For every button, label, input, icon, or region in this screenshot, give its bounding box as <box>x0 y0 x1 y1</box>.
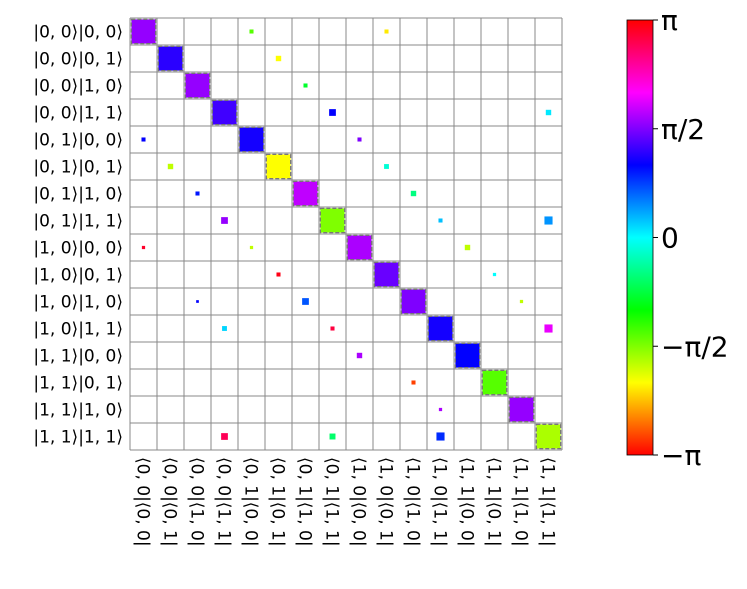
matrix-element <box>438 407 443 412</box>
matrix-element <box>436 432 445 441</box>
column-label: ⟨0, 1|⟨1, 0| <box>295 457 315 547</box>
row-label: |1, 0⟩|0, 1⟩ <box>33 266 123 286</box>
matrix-element <box>384 29 389 34</box>
matrix-element <box>544 216 553 225</box>
matrix-element <box>221 217 228 224</box>
matrix-element <box>211 99 238 126</box>
matrix-element <box>249 245 254 250</box>
matrix-element <box>184 72 211 99</box>
matrix-element <box>265 153 292 180</box>
row-label: |0, 1⟩|1, 1⟩ <box>33 212 123 232</box>
matrix-element <box>275 55 282 62</box>
matrix-element <box>330 326 335 331</box>
matrix-element <box>427 315 454 342</box>
column-label: ⟨1, 0|⟨0, 1| <box>376 457 396 547</box>
matrix-element <box>276 272 281 277</box>
column-label: ⟨0, 0|⟨1, 0| <box>187 457 207 547</box>
row-label: |0, 1⟩|1, 0⟩ <box>33 185 123 205</box>
column-label: ⟨0, 0|⟨0, 1| <box>160 457 180 547</box>
matrix-element <box>167 163 174 170</box>
column-label: ⟨0, 0|⟨1, 1| <box>214 457 234 547</box>
matrix-element <box>196 300 199 303</box>
colorbar-tick-label: −π/2 <box>661 330 729 363</box>
matrix-element <box>302 298 309 305</box>
row-label: |1, 1⟩|1, 1⟩ <box>33 428 123 448</box>
matrix-element <box>303 83 308 88</box>
matrix-element <box>222 326 227 331</box>
matrix-element <box>544 324 553 333</box>
matrix-element <box>535 423 562 450</box>
matrix-element <box>195 191 200 196</box>
row-label: |1, 0⟩|0, 0⟩ <box>33 239 123 259</box>
matrix-element <box>438 218 443 223</box>
column-label: ⟨1, 1|⟨0, 0| <box>457 457 477 547</box>
matrix-element <box>356 352 363 359</box>
row-label: |1, 0⟩|1, 1⟩ <box>33 320 123 340</box>
colorbar-tick-label: π <box>661 4 678 37</box>
column-label: ⟨0, 1|⟨0, 0| <box>241 457 261 547</box>
matrix-element <box>508 396 535 423</box>
matrix-element <box>464 244 471 251</box>
row-label: |1, 0⟩|1, 0⟩ <box>33 293 123 313</box>
matrix-element <box>141 245 146 250</box>
column-label: ⟨1, 1|⟨1, 1| <box>538 457 558 547</box>
row-label: |0, 0⟩|1, 1⟩ <box>33 104 123 124</box>
matrix-element <box>238 126 265 153</box>
matrix-element <box>329 109 336 116</box>
matrix-element <box>329 433 336 440</box>
matrix-element <box>130 18 157 45</box>
row-label: |1, 1⟩|0, 1⟩ <box>33 374 123 394</box>
matrix-element <box>157 45 184 72</box>
matrix-element <box>410 190 417 197</box>
row-label: |1, 1⟩|0, 0⟩ <box>33 347 123 367</box>
row-label: |0, 0⟩|1, 0⟩ <box>33 77 123 97</box>
matrix-element <box>545 109 552 116</box>
matrix-element <box>141 137 146 142</box>
matrix-element <box>384 164 389 169</box>
colorbar-tick-label: 0 <box>661 222 679 255</box>
matrix-element <box>481 369 508 396</box>
column-label: ⟨0, 1|⟨1, 1| <box>322 457 342 547</box>
colorbar <box>626 19 654 456</box>
matrix-element <box>454 342 481 369</box>
row-label: |0, 1⟩|0, 1⟩ <box>33 158 123 178</box>
matrix-element <box>373 261 400 288</box>
matrix-element <box>411 380 416 385</box>
colorbar-tick-label: π/2 <box>661 113 705 146</box>
row-label: |0, 0⟩|0, 0⟩ <box>33 23 123 43</box>
column-label: ⟨0, 1|⟨0, 1| <box>268 457 288 547</box>
row-label: |0, 0⟩|0, 1⟩ <box>33 50 123 70</box>
matrix-element <box>221 433 228 440</box>
column-label: ⟨1, 0|⟨1, 1| <box>430 457 450 547</box>
matrix-element <box>319 207 346 234</box>
column-label: ⟨1, 0|⟨1, 0| <box>403 457 423 547</box>
matrix-element <box>249 29 254 34</box>
matrix-element <box>346 234 373 261</box>
matrix-element <box>357 137 362 142</box>
column-label: ⟨1, 0|⟨0, 0| <box>349 457 369 547</box>
matrix-element <box>292 180 319 207</box>
matrix-element <box>519 299 524 304</box>
row-label: |1, 1⟩|1, 0⟩ <box>33 401 123 421</box>
column-label: ⟨0, 0|⟨0, 0| <box>133 457 153 547</box>
matrix-element <box>400 288 427 315</box>
colorbar-tick-label: −π <box>661 439 701 472</box>
matrix-element <box>492 272 497 277</box>
row-label: |0, 1⟩|0, 0⟩ <box>33 131 123 151</box>
column-label: ⟨1, 1|⟨0, 1| <box>484 457 504 547</box>
column-label: ⟨1, 1|⟨1, 0| <box>511 457 531 547</box>
